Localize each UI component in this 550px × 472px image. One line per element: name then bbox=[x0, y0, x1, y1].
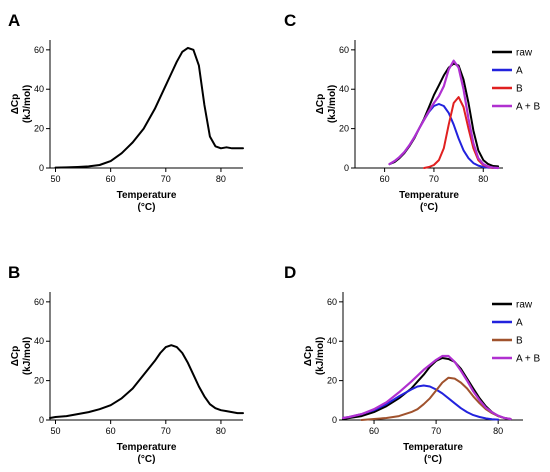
y-tick-label: 60 bbox=[327, 297, 337, 307]
x-axis-title: (°C) bbox=[424, 454, 442, 465]
y-tick-label: 60 bbox=[34, 45, 44, 55]
legend-label: raw bbox=[516, 48, 533, 59]
x-axis-title: Temperature bbox=[117, 190, 177, 201]
x-tick-label: 80 bbox=[493, 426, 503, 436]
chart-panel-a: 50 60 70 800204060Temperature(°C)ΔCp(kJ/mol… bbox=[10, 40, 244, 213]
panel-letter-c: C bbox=[284, 11, 296, 30]
legend-label: A bbox=[516, 66, 523, 77]
series-line-main bbox=[49, 344, 244, 419]
y-tick-label: 0 bbox=[332, 415, 337, 425]
x-tick-label: 80 bbox=[478, 174, 488, 184]
panel-letter-b: B bbox=[8, 263, 20, 282]
series-line-ab bbox=[341, 354, 512, 421]
y-tick-label: 20 bbox=[327, 376, 337, 386]
x-tick-label: 60 bbox=[106, 174, 116, 184]
y-tick-label: 40 bbox=[339, 84, 349, 94]
x-tick-label: 60 bbox=[369, 426, 379, 436]
y-axis-title: ΔCp(kJ/mol) bbox=[10, 85, 33, 123]
legend-label: A + B bbox=[516, 354, 541, 365]
x-tick-label: 60 bbox=[106, 426, 116, 436]
legend-label: raw bbox=[516, 300, 533, 311]
x-tick-label: 60 bbox=[380, 174, 390, 184]
x-tick-label: 80 bbox=[216, 174, 226, 184]
y-tick-label: 0 bbox=[39, 415, 44, 425]
chart-panel-d: 60 70 80 0 20 40 60 Temperature(°C) ΔCp(kJ/mol) r… bbox=[303, 292, 541, 465]
chart-panel-c: 60 70 80 0 20 40 60 Temperature(°C) ΔCp(kJ/mol) r… bbox=[315, 40, 541, 213]
x-axis-title: Temperature bbox=[399, 190, 459, 201]
y-tick-label: 40 bbox=[327, 336, 337, 346]
y-axis-title: ΔCp(kJ/mol) bbox=[303, 337, 326, 375]
x-tick-label: 70 bbox=[431, 426, 441, 436]
series-line-main bbox=[54, 46, 244, 169]
y-tick-label: 0 bbox=[39, 163, 44, 173]
y-tick-label: 20 bbox=[34, 376, 44, 386]
y-tick-label: 0 bbox=[344, 163, 349, 173]
y-tick-label: 20 bbox=[34, 124, 44, 134]
x-tick-label: 80 bbox=[216, 426, 226, 436]
x-tick-label: 70 bbox=[429, 174, 439, 184]
legend-label: B bbox=[516, 84, 523, 95]
y-tick-label: 60 bbox=[34, 297, 44, 307]
x-tick-label: 70 bbox=[161, 174, 171, 184]
x-axis-title: Temperature bbox=[403, 442, 463, 453]
panel-letter-a: A bbox=[8, 11, 20, 30]
legend-label: B bbox=[516, 336, 523, 347]
legend-label: A + B bbox=[516, 102, 541, 113]
x-axis-title: (°C) bbox=[138, 454, 156, 465]
y-tick-label: 60 bbox=[339, 45, 349, 55]
legend-label: A bbox=[516, 318, 523, 329]
y-axis-title: ΔCp(kJ/mol) bbox=[10, 337, 33, 375]
x-tick-label: 50 bbox=[51, 174, 61, 184]
y-tick-label: 20 bbox=[339, 124, 349, 134]
y-axis-title: ΔCp(kJ/mol) bbox=[315, 85, 338, 123]
y-tick-label: 40 bbox=[34, 336, 44, 346]
x-tick-label: 70 bbox=[161, 426, 171, 436]
series-line-b bbox=[360, 376, 512, 421]
panel-letter-d: D bbox=[284, 263, 296, 282]
chart-panel-b: 50 60 70 800204060Temperature(°C)ΔCp(kJ/mol… bbox=[10, 292, 244, 465]
series-line-ab bbox=[388, 59, 500, 170]
x-axis-title: (°C) bbox=[420, 202, 438, 213]
x-tick-label: 50 bbox=[51, 426, 61, 436]
x-axis-title: Temperature bbox=[117, 442, 177, 453]
y-tick-label: 40 bbox=[34, 84, 44, 94]
x-axis-title: (°C) bbox=[138, 202, 156, 213]
